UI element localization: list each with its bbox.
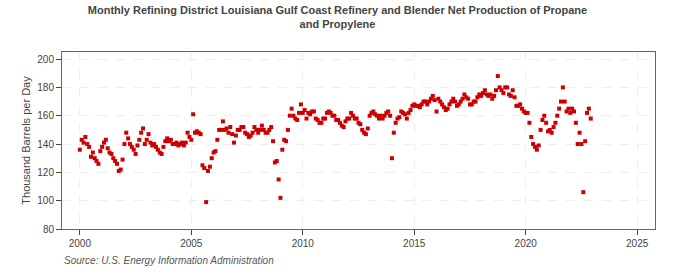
svg-text:2020: 2020 <box>515 238 538 249</box>
svg-text:80: 80 <box>43 224 55 235</box>
svg-text:2015: 2015 <box>403 238 426 249</box>
svg-text:160: 160 <box>37 110 54 121</box>
svg-text:2005: 2005 <box>180 238 203 249</box>
svg-text:Thousand Barrels per Day: Thousand Barrels per Day <box>20 76 32 205</box>
svg-text:2025: 2025 <box>626 238 649 249</box>
svg-text:120: 120 <box>37 167 54 178</box>
svg-text:180: 180 <box>37 82 54 93</box>
svg-text:100: 100 <box>37 195 54 206</box>
svg-text:140: 140 <box>37 139 54 150</box>
svg-text:2000: 2000 <box>69 238 92 249</box>
svg-text:Source: U.S. Energy Informatio: Source: U.S. Energy Information Administ… <box>64 255 274 266</box>
svg-text:Monthly Refining District Loui: Monthly Refining District Louisiana Gulf… <box>88 4 587 30</box>
svg-text:2010: 2010 <box>292 238 315 249</box>
svg-text:200: 200 <box>37 54 54 65</box>
